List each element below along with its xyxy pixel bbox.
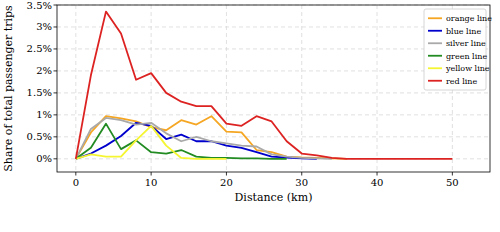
y-tick-label: 0% (36, 153, 52, 164)
lines (76, 12, 453, 159)
legend-swatch (428, 42, 442, 44)
x-tick (226, 172, 227, 176)
y-tick (54, 26, 58, 27)
y-tick (54, 158, 58, 159)
y-tick-label: 1.5% (27, 87, 52, 98)
x-axis-label: Distance (km) (235, 191, 313, 204)
legend-swatch (428, 17, 442, 19)
x-tick (377, 172, 378, 176)
series-line (76, 116, 347, 159)
plot-frame (57, 5, 490, 172)
y-tick-label: 2% (36, 65, 52, 76)
y-tick-label: 3.5% (27, 0, 52, 11)
legend-swatch (428, 55, 442, 57)
legend-label: red line (446, 77, 477, 86)
x-grid-line (226, 5, 227, 172)
y-tick-label: 1% (36, 109, 52, 120)
x-tick-label: 10 (145, 177, 158, 188)
y-tick (54, 114, 58, 115)
series-line (76, 118, 332, 159)
legend-swatch (428, 30, 442, 32)
x-tick-label: 30 (295, 177, 308, 188)
y-grid-line (57, 92, 490, 93)
chart: 0 10 20 30 40 50 0% 0.5% 1% 1.5% 2% 2.5% 3% 3.5% Dista… (0, 0, 500, 232)
y-grid-line (57, 114, 490, 115)
x-tick-label: 50 (446, 177, 459, 188)
legend-swatch (428, 80, 442, 82)
series-line (76, 126, 227, 159)
x-grid-line (75, 5, 76, 172)
y-grid-line (57, 136, 490, 137)
legend-label: blue line (446, 27, 481, 36)
x-grid-line (151, 5, 152, 172)
x-grid-line (301, 5, 302, 172)
x-tick-label: 40 (371, 177, 384, 188)
y-tick (54, 92, 58, 93)
x-grid-line (377, 5, 378, 172)
series-line (76, 123, 317, 159)
x-tick-label: 0 (73, 177, 79, 188)
y-tick-label: 0.5% (27, 131, 52, 142)
series-line (76, 124, 287, 159)
y-tick (54, 48, 58, 49)
legend-label: orange line (446, 14, 492, 23)
x-tick (75, 172, 76, 176)
legend-label: green line (446, 52, 487, 61)
x-tick-label: 20 (220, 177, 233, 188)
y-tick-label: 3% (36, 21, 52, 32)
legend-label: silver line (446, 39, 486, 48)
series-line (76, 12, 453, 159)
legend-label: yellow line (445, 64, 490, 73)
x-tick (301, 172, 302, 176)
y-axis-label: Share of total passenger trips (2, 5, 15, 172)
y-tick (54, 136, 58, 137)
legend: orange line blue line silver line green lin… (424, 9, 492, 90)
y-tick-label: 2.5% (27, 43, 52, 54)
legend-swatch (428, 67, 442, 69)
y-tick (54, 70, 58, 71)
x-tick (151, 172, 152, 176)
y-tick (54, 5, 58, 6)
x-tick (452, 172, 453, 176)
